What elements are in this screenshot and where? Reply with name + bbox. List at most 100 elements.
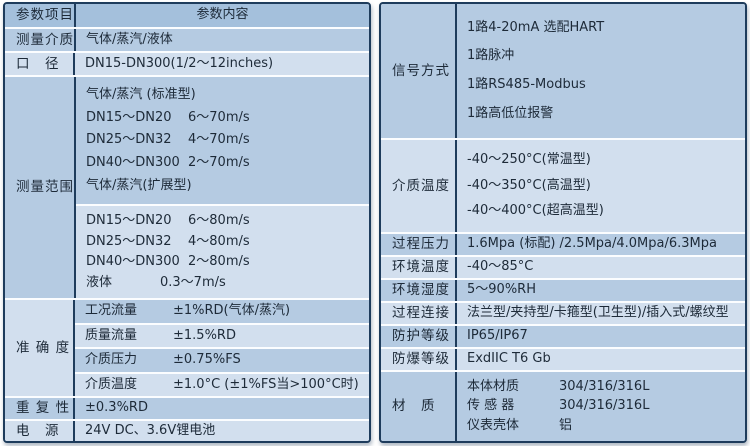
- medium-temperature-label: 介质温度: [381, 140, 457, 232]
- accuracy-row-name: 工况流量: [85, 303, 138, 319]
- header-content-col: 参数内容: [76, 4, 369, 27]
- material-row-name: 传 感 器: [467, 398, 515, 414]
- range-liquid-line: 液体 0.3～7m/s: [86, 275, 369, 291]
- protection-rating-label: 防护等级: [381, 326, 457, 347]
- row-material: 材 质 本体材质 304/316/316L 传 感 器 304/316/316L…: [381, 370, 745, 441]
- process-pressure-label: 过程压力: [381, 234, 457, 255]
- accuracy-row-value: ±1.0°C (±1%FS当>100°C时): [173, 376, 359, 392]
- process-connection-label: 过程连接: [381, 303, 457, 324]
- accuracy-row: 质量流量 ±1.5%RD: [75, 322, 369, 347]
- range-line: DN15～DN20 6～80m/s: [86, 213, 369, 229]
- accuracy-row: 工况流量 ±1%RD(气体/蒸汽): [75, 300, 369, 323]
- ambient-temperature-value: -40～85°C: [457, 257, 745, 278]
- row-protection-rating: 防护等级 IP65/IP67: [381, 324, 745, 347]
- range-liquid-name: 液体: [86, 274, 113, 290]
- row-explosion-proof-rating: 防爆等级 ExdIIC T6 Gb: [381, 347, 745, 370]
- material-row: 本体材质 304/316/316L: [467, 379, 745, 395]
- accuracy-row-name: 介质压力: [85, 352, 138, 368]
- material-row-value: 铝: [559, 418, 573, 434]
- range-line: DN25～DN32 4～70m/s: [86, 132, 369, 148]
- process-pressure-value: 1.6Mpa (标配) /2.5Mpa/4.0Mpa/6.3Mpa: [457, 234, 745, 255]
- row-process-connection: 过程连接 法兰型/夹持型/卡箍型(卫生型)/插入式/螺纹型: [381, 301, 745, 324]
- row-measuring-medium: 测量介质 气体/蒸汽/液体: [5, 27, 369, 51]
- range-line: DN25～DN32 4～80m/s: [86, 234, 369, 250]
- material-row: 仪表壳体 铝: [467, 418, 745, 434]
- range-line-value: 6～70m/s: [188, 109, 250, 125]
- range-line: DN40～DN300 2～80m/s: [86, 254, 369, 270]
- medium-temperature-lines: -40～250°C(常温型) -40～350°C(高温型) -40～400°C(…: [457, 140, 745, 232]
- header-param-item: 参数项目: [5, 4, 76, 27]
- row-medium-temperature: 介质温度 -40～250°C(常温型) -40～350°C(高温型) -40～4…: [381, 138, 745, 232]
- repeatability-value: ±0.3%RD: [75, 398, 369, 419]
- row-signal-method: 信号方式 1路4-20mA 选配HART 1路脉冲 1路RS485-Modbus…: [381, 4, 745, 138]
- accuracy-row-value: ±1.5%RD: [173, 327, 236, 343]
- medium-temp-line: -40～250°C(常温型): [467, 152, 591, 168]
- material-row-value: 304/316/316L: [559, 378, 650, 394]
- signal-line: 1路4-20mA 选配HART: [467, 19, 605, 35]
- row-power: 电 源 24V DC、3.6V锂电池: [5, 419, 369, 441]
- signal-method-lines: 1路4-20mA 选配HART 1路脉冲 1路RS485-Modbus 1路高低…: [457, 4, 745, 138]
- row-diameter: 口 径 DN15-DN300(1/2～12inches): [5, 51, 369, 75]
- range-line-value: 2～70m/s: [188, 155, 250, 171]
- accuracy-row: 介质温度 ±1.0°C (±1%FS当>100°C时): [75, 371, 369, 396]
- row-repeatability: 重 复 性 ±0.3%RD: [5, 396, 369, 419]
- accuracy-row-value: ±0.75%FS: [173, 352, 241, 368]
- material-row: 传 感 器 304/316/316L: [467, 398, 745, 414]
- accuracy-row-name: 介质温度: [85, 376, 138, 392]
- row-accuracy: 准 确 度 工况流量 ±1%RD(气体/蒸汽) 质量流量 ±1.5%RD 介质压…: [5, 298, 369, 396]
- range-line-value: 4～70m/s: [188, 132, 250, 148]
- medium-temp-line: -40～400°C(超高温型): [467, 203, 604, 219]
- range-line-name: DN15～DN20: [86, 109, 172, 125]
- ambient-temperature-label: 环境温度: [381, 257, 457, 278]
- range-line-name: DN25～DN32: [86, 132, 172, 148]
- range-extended-title: 气体/蒸汽(扩展型): [86, 178, 192, 194]
- range-line-value: 2～80m/s: [188, 254, 250, 270]
- row-ambient-humidity: 环境湿度 5～90%RH: [381, 278, 745, 301]
- explosion-proof-rating-label: 防爆等级: [381, 349, 457, 370]
- signal-line: 1路高低位报警: [467, 106, 554, 122]
- material-row-name: 本体材质: [467, 378, 520, 394]
- header-param-content: 参数内容: [76, 4, 369, 27]
- ambient-humidity-label: 环境湿度: [381, 280, 457, 301]
- material-row-value: 304/316/316L: [559, 398, 650, 414]
- accuracy-row: 介质压力 ±0.75%FS: [75, 347, 369, 372]
- ambient-humidity-value: 5～90%RH: [457, 280, 745, 301]
- diameter-value: DN15-DN300(1/2～12inches): [75, 53, 369, 75]
- range-line-name: DN40～DN300: [86, 155, 180, 171]
- row-process-pressure: 过程压力 1.6Mpa (标配) /2.5Mpa/4.0Mpa/6.3Mpa: [381, 232, 745, 255]
- material-row-name: 仪表壳体: [467, 418, 520, 434]
- accuracy-row-value: ±1%RD(气体/蒸汽): [173, 303, 291, 319]
- power-label: 电 源: [5, 421, 75, 441]
- range-line-name: DN40～DN300: [86, 254, 180, 270]
- measuring-range-label: 测量范围: [5, 77, 76, 298]
- protection-rating-value: IP65/IP67: [457, 326, 745, 347]
- repeatability-label: 重 复 性: [5, 398, 75, 419]
- row-ambient-temperature: 环境温度 -40～85°C: [381, 255, 745, 278]
- range-line: DN40～DN300 2～70m/s: [86, 155, 369, 171]
- left-spec-table: 参数项目 参数内容 测量介质 气体/蒸汽/液体 口 径 DN15-DN300(1…: [3, 2, 371, 443]
- process-connection-value: 法兰型/夹持型/卡箍型(卫生型)/插入式/螺纹型: [457, 303, 745, 324]
- signal-method-label: 信号方式: [381, 4, 457, 138]
- measuring-medium-value: 气体/蒸汽/液体: [76, 29, 369, 51]
- accuracy-row-name: 质量流量: [85, 327, 138, 343]
- range-extended-band: DN15～DN20 6～80m/s DN25～DN32 4～80m/s DN40…: [76, 204, 369, 298]
- power-value: 24V DC、3.6V锂电池: [75, 421, 369, 441]
- signal-line: 1路脉冲: [467, 48, 515, 64]
- header-row: 参数项目 参数内容: [5, 4, 369, 27]
- accuracy-label: 准 确 度: [5, 300, 75, 396]
- range-line: DN15～DN20 6～70m/s: [86, 110, 369, 126]
- range-standard-band: 气体/蒸汽 (标准型) DN15～DN20 6～70m/s DN25～DN32 …: [76, 77, 369, 204]
- signal-line: 1路RS485-Modbus: [467, 77, 586, 93]
- range-standard-title: 气体/蒸汽 (标准型): [86, 86, 196, 102]
- right-spec-table: 信号方式 1路4-20mA 选配HART 1路脉冲 1路RS485-Modbus…: [379, 2, 747, 443]
- row-measuring-range: 测量范围 气体/蒸汽 (标准型) DN15～DN20 6～70m/s DN25～…: [5, 75, 369, 298]
- diameter-label: 口 径: [5, 53, 75, 75]
- measuring-medium-label: 测量介质: [5, 29, 76, 51]
- range-line-value: 6～80m/s: [188, 213, 250, 229]
- range-line-name: DN25～DN32: [86, 233, 172, 249]
- material-lines: 本体材质 304/316/316L 传 感 器 304/316/316L 仪表壳…: [457, 372, 745, 441]
- material-label: 材 质: [381, 372, 457, 441]
- range-liquid-value: 0.3～7m/s: [160, 274, 226, 290]
- medium-temp-line: -40～350°C(高温型): [467, 177, 591, 193]
